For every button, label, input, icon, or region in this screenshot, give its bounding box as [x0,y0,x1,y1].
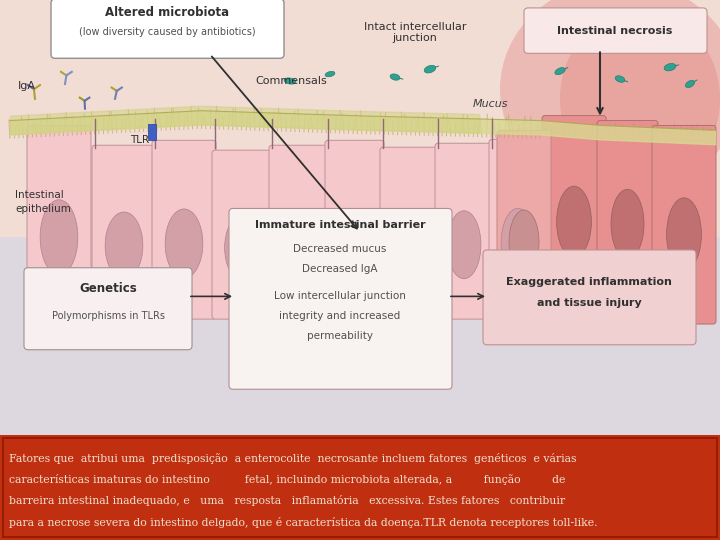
FancyBboxPatch shape [524,8,707,53]
Text: Mucus: Mucus [472,99,508,109]
Ellipse shape [664,64,676,71]
Text: características imaturas do intestino          fetal, incluindo microbiota alter: características imaturas do intestino fe… [9,474,566,485]
FancyBboxPatch shape [152,140,216,319]
Ellipse shape [685,80,695,87]
Ellipse shape [509,210,539,274]
Text: Decreased mucus: Decreased mucus [293,244,387,254]
Ellipse shape [557,186,591,258]
Text: barreira intestinal inadequado, e   uma   resposta   inflamatória   excessiva. E: barreira intestinal inadequado, e uma re… [9,495,565,506]
Ellipse shape [555,68,565,75]
Text: Exaggerated inflammation: Exaggerated inflammation [506,276,672,287]
Text: para a necrose severa do intestino delgado, que é característica da doença.TLR d: para a necrose severa do intestino delga… [9,517,598,528]
FancyBboxPatch shape [27,125,91,319]
Text: Low intercellular junction: Low intercellular junction [274,292,406,301]
Ellipse shape [225,215,261,280]
Text: Intact intercellular: Intact intercellular [364,22,467,32]
Text: Polymorphisms in TLRs: Polymorphisms in TLRs [52,311,164,321]
FancyBboxPatch shape [652,125,716,324]
Text: junction: junction [392,33,438,44]
FancyBboxPatch shape [380,147,439,319]
FancyBboxPatch shape [597,120,658,309]
Text: Genetics: Genetics [79,282,137,295]
Ellipse shape [105,212,143,279]
Ellipse shape [325,71,335,77]
Ellipse shape [501,208,535,278]
Text: Decreased IgA: Decreased IgA [302,264,378,274]
FancyBboxPatch shape [51,0,284,58]
Text: (low diversity caused by antibiotics): (low diversity caused by antibiotics) [78,26,256,37]
Ellipse shape [392,213,427,280]
FancyBboxPatch shape [229,208,452,389]
Text: integrity and increased: integrity and increased [279,311,400,321]
Ellipse shape [615,76,625,82]
Text: permeability: permeability [307,331,373,341]
FancyBboxPatch shape [435,143,493,319]
Bar [0,237,720,435]
Ellipse shape [447,211,481,279]
Ellipse shape [500,0,720,198]
Text: epithelium: epithelium [15,205,71,214]
FancyBboxPatch shape [483,250,696,345]
FancyBboxPatch shape [489,139,547,319]
Bar [0,0,720,237]
FancyBboxPatch shape [497,131,551,319]
Ellipse shape [165,209,203,278]
FancyBboxPatch shape [269,145,330,319]
Ellipse shape [611,190,644,259]
Text: Intestinal necrosis: Intestinal necrosis [557,25,672,36]
FancyBboxPatch shape [24,268,192,350]
Text: Altered microbiota: Altered microbiota [105,6,229,19]
Ellipse shape [390,74,400,80]
Text: Intestinal: Intestinal [15,190,64,200]
Ellipse shape [282,212,318,279]
Ellipse shape [337,209,372,278]
Text: IgA: IgA [18,81,36,91]
Ellipse shape [560,10,720,188]
Text: Fatores que  atribui uma  predisposição  a enterocolite  necrosante incluem fato: Fatores que atribui uma predisposição a … [9,453,577,464]
FancyBboxPatch shape [212,150,273,319]
Ellipse shape [667,198,701,271]
FancyBboxPatch shape [92,145,156,319]
Bar [148,125,156,140]
FancyBboxPatch shape [325,140,384,319]
Ellipse shape [424,65,436,73]
Text: TLR: TLR [130,135,149,145]
Text: Commensals: Commensals [255,76,327,86]
Text: and tissue injury: and tissue injury [536,298,642,308]
Text: Immature intestinal barrier: Immature intestinal barrier [255,220,426,230]
Ellipse shape [40,200,78,275]
Ellipse shape [284,78,296,84]
FancyBboxPatch shape [542,116,606,309]
